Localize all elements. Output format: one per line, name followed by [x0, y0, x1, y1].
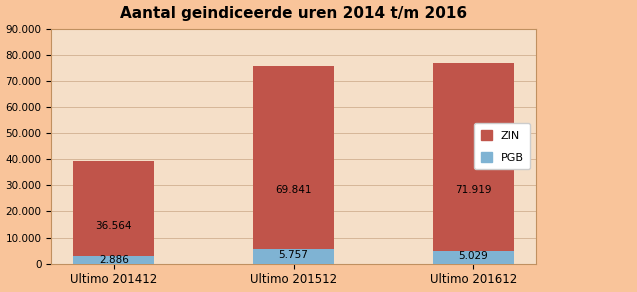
Title: Aantal geindiceerde uren 2014 t/m 2016: Aantal geindiceerde uren 2014 t/m 2016 [120, 6, 467, 20]
Bar [73, 161, 154, 256]
Bar [433, 251, 514, 264]
Bar [73, 256, 154, 264]
Legend: ZIN, PGB: ZIN, PGB [474, 123, 531, 169]
Text: 69.841: 69.841 [275, 185, 312, 195]
Text: 2.886: 2.886 [99, 255, 129, 265]
Text: 5.757: 5.757 [278, 251, 308, 260]
Bar [253, 66, 334, 249]
Bar [253, 249, 334, 264]
Text: 5.029: 5.029 [459, 251, 489, 262]
Text: 36.564: 36.564 [96, 221, 132, 231]
Text: 71.919: 71.919 [455, 185, 492, 195]
Bar [433, 63, 514, 251]
